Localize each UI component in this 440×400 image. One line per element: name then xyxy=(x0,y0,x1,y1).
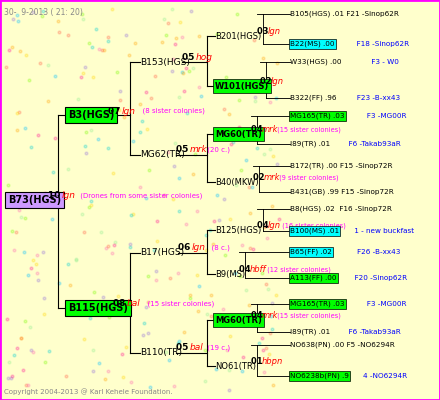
Text: (20 c.): (20 c.) xyxy=(205,147,230,153)
Text: 06: 06 xyxy=(178,244,194,252)
Text: mrk: mrk xyxy=(190,146,208,154)
Text: (8 c.): (8 c.) xyxy=(207,245,230,251)
Text: B3(HGS): B3(HGS) xyxy=(68,110,114,120)
Text: lgn: lgn xyxy=(62,192,76,200)
Text: F6 -Takab93aR: F6 -Takab93aR xyxy=(344,141,401,147)
Text: (15 sister colonies): (15 sister colonies) xyxy=(143,301,214,307)
Text: I89(TR) .01: I89(TR) .01 xyxy=(290,329,330,335)
Text: NO638(PN) .00 F5 -NO6294R: NO638(PN) .00 F5 -NO6294R xyxy=(290,342,395,348)
Text: bal: bal xyxy=(127,300,141,308)
Text: F3 -MG00R: F3 -MG00R xyxy=(360,301,407,307)
Text: 04: 04 xyxy=(257,222,271,230)
Text: (9 sister colonies): (9 sister colonies) xyxy=(277,175,339,181)
Text: 1 - new buckfast: 1 - new buckfast xyxy=(352,228,414,234)
Text: B73(HGS): B73(HGS) xyxy=(8,195,61,205)
Text: 05: 05 xyxy=(182,52,198,62)
Text: hbff: hbff xyxy=(250,266,267,274)
Text: (16 sister colonies): (16 sister colonies) xyxy=(280,223,346,229)
Text: 02: 02 xyxy=(253,174,268,182)
Text: MG165(TR) .03: MG165(TR) .03 xyxy=(290,301,345,307)
Text: Copyright 2004-2013 @ Karl Kehele Foundation.: Copyright 2004-2013 @ Karl Kehele Founda… xyxy=(4,388,172,395)
Text: hog: hog xyxy=(196,52,213,62)
Text: B322(FF) .96: B322(FF) .96 xyxy=(290,95,337,101)
Text: B17(HGS): B17(HGS) xyxy=(140,248,184,258)
Text: lgn: lgn xyxy=(122,106,136,116)
Text: B201(HGS): B201(HGS) xyxy=(215,32,261,40)
Text: lgn: lgn xyxy=(271,78,284,86)
Text: 30-  9-2013 ( 21: 20): 30- 9-2013 ( 21: 20) xyxy=(4,8,83,17)
Text: I89(TR) .01: I89(TR) .01 xyxy=(290,141,330,147)
Text: 05: 05 xyxy=(176,344,191,352)
Text: (19 c.): (19 c.) xyxy=(205,345,230,351)
Text: F3 - W0: F3 - W0 xyxy=(360,59,399,65)
Text: (8 sister colonies): (8 sister colonies) xyxy=(138,108,205,114)
Text: B105(HGS) .01 F21 -Sinop62R: B105(HGS) .01 F21 -Sinop62R xyxy=(290,11,399,17)
Text: F18 -Sinop62R: F18 -Sinop62R xyxy=(352,41,409,47)
Text: (15 sister colonies): (15 sister colonies) xyxy=(275,313,341,319)
Text: mrk: mrk xyxy=(262,312,279,320)
Text: F6 -Takab93aR: F6 -Takab93aR xyxy=(344,329,401,335)
Text: (Drones from some sister colonies): (Drones from some sister colonies) xyxy=(78,193,202,199)
Text: 10: 10 xyxy=(48,192,63,200)
Text: NO6238b(PN) .9: NO6238b(PN) .9 xyxy=(290,373,349,379)
Text: MG60(TR): MG60(TR) xyxy=(215,130,262,138)
Text: B431(GB) .99 F15 -Sinop72R: B431(GB) .99 F15 -Sinop72R xyxy=(290,189,394,195)
Text: B65(FF) .02: B65(FF) .02 xyxy=(290,249,332,255)
Text: 04: 04 xyxy=(251,126,265,134)
Text: F20 -Sinop62R: F20 -Sinop62R xyxy=(350,275,407,281)
Text: 04: 04 xyxy=(251,312,265,320)
Text: B9(MS): B9(MS) xyxy=(215,270,245,278)
Text: B153(HGS): B153(HGS) xyxy=(140,58,190,66)
Text: F23 -B-xx43: F23 -B-xx43 xyxy=(350,95,400,101)
Text: lgn: lgn xyxy=(268,28,281,36)
Text: W101(HGS): W101(HGS) xyxy=(215,82,269,90)
Text: 07: 07 xyxy=(108,106,124,116)
Text: F26 -B-xx43: F26 -B-xx43 xyxy=(348,249,400,255)
Text: F3 -MG00R: F3 -MG00R xyxy=(360,113,407,119)
Text: W33(HGS) .00: W33(HGS) .00 xyxy=(290,59,341,65)
Text: MG165(TR) .03: MG165(TR) .03 xyxy=(290,113,345,119)
Text: MG60(TR): MG60(TR) xyxy=(215,316,262,324)
Text: hbpn: hbpn xyxy=(262,358,283,366)
Text: 01: 01 xyxy=(251,358,265,366)
Text: A113(FF) .00: A113(FF) .00 xyxy=(290,275,337,281)
Text: MG62(TR): MG62(TR) xyxy=(140,150,185,160)
Text: 03: 03 xyxy=(257,28,271,36)
Text: B125(HGS): B125(HGS) xyxy=(215,226,261,234)
Text: 02: 02 xyxy=(260,78,275,86)
Text: 05: 05 xyxy=(176,146,191,154)
Text: mrk: mrk xyxy=(264,174,281,182)
Text: lgn: lgn xyxy=(268,222,281,230)
Text: 08: 08 xyxy=(113,300,128,308)
Text: B110(TR): B110(TR) xyxy=(140,348,182,358)
Text: B22(MS) .00: B22(MS) .00 xyxy=(290,41,334,47)
Text: 04: 04 xyxy=(239,266,253,274)
Text: mrk: mrk xyxy=(262,126,279,134)
Text: lgn: lgn xyxy=(192,244,206,252)
Text: B8(HGS) .02  F16 -Sinop72R: B8(HGS) .02 F16 -Sinop72R xyxy=(290,206,392,212)
Text: bal: bal xyxy=(190,344,204,352)
Text: B100(MS) .01: B100(MS) .01 xyxy=(290,228,339,234)
Text: B172(TR) .00 F15 -Sinop72R: B172(TR) .00 F15 -Sinop72R xyxy=(290,163,392,169)
Text: (12 sister colonies): (12 sister colonies) xyxy=(265,267,331,273)
Text: NO61(TR): NO61(TR) xyxy=(215,362,256,370)
Text: B40(MKW): B40(MKW) xyxy=(215,178,259,186)
Text: (15 sister colonies): (15 sister colonies) xyxy=(275,127,341,133)
Text: 4 -NO6294R: 4 -NO6294R xyxy=(363,373,407,379)
Text: B115(HGS): B115(HGS) xyxy=(68,303,128,313)
